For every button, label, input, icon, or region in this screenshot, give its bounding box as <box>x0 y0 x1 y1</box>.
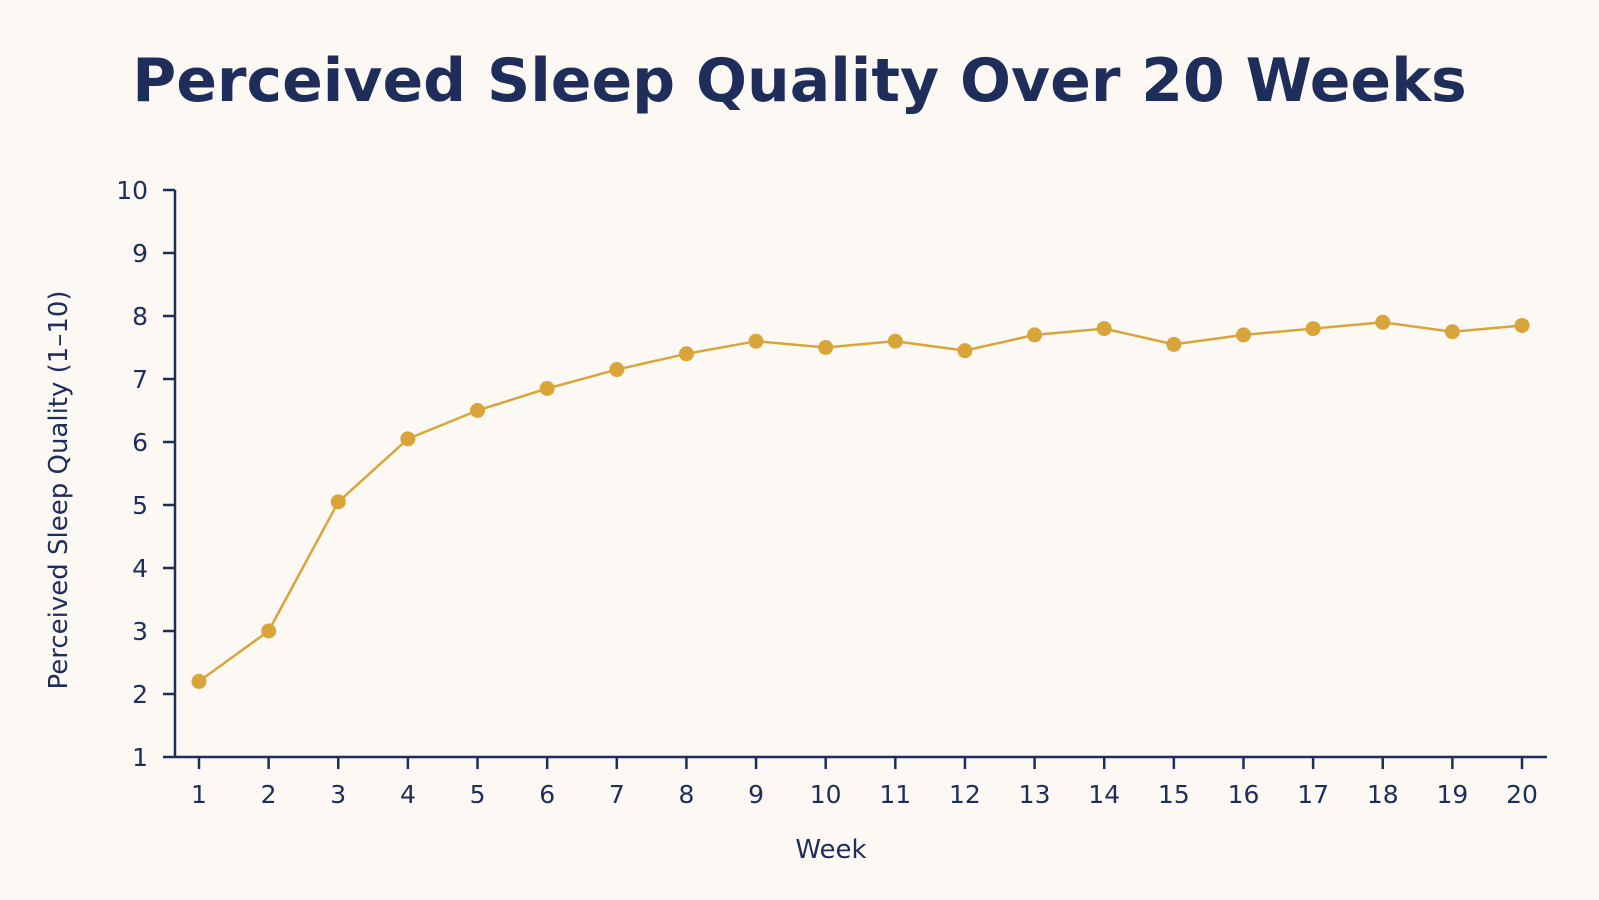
data-point <box>1027 327 1043 343</box>
y-axis-label: Perceived Sleep Quality (1–10) <box>44 290 74 689</box>
x-tick-label: 20 <box>1506 780 1538 809</box>
data-point <box>748 333 764 349</box>
x-tick-label: 3 <box>330 780 346 809</box>
x-tick-label: 15 <box>1158 780 1190 809</box>
x-tick-label: 8 <box>678 780 694 809</box>
y-tick-label: 1 <box>132 743 148 772</box>
x-tick-label: 13 <box>1019 780 1051 809</box>
y-tick-label: 6 <box>132 428 148 457</box>
x-tick-label: 7 <box>609 780 625 809</box>
data-point <box>191 673 207 689</box>
data-point <box>1305 321 1321 337</box>
data-point <box>818 340 834 355</box>
y-tick-label: 7 <box>132 365 148 394</box>
data-point <box>1166 336 1182 352</box>
x-tick-label: 12 <box>949 780 981 809</box>
x-tick-label: 2 <box>261 780 277 809</box>
x-tick-label: 4 <box>400 780 416 809</box>
y-axis: 1 2 3 4 5 6 7 8 9 10 <box>116 176 177 772</box>
chart-title: Perceived Sleep Quality Over 20 Weeks <box>132 46 1467 116</box>
x-tick-label: 9 <box>748 780 764 809</box>
data-point <box>887 333 903 349</box>
data-point <box>261 623 277 639</box>
y-tick-label: 5 <box>132 491 148 520</box>
y-tick-label: 3 <box>132 617 148 646</box>
series-layer <box>191 314 1530 689</box>
data-point <box>1514 317 1530 333</box>
data-point <box>470 403 486 418</box>
data-point <box>609 362 625 378</box>
x-tick-label: 10 <box>810 780 842 809</box>
data-point <box>957 343 973 359</box>
data-point <box>1375 314 1391 330</box>
y-tick-label: 8 <box>132 302 148 331</box>
data-point <box>678 346 694 362</box>
x-tick-label: 1 <box>191 780 207 809</box>
y-tick-label: 4 <box>132 554 148 583</box>
x-tick-label: 19 <box>1436 780 1468 809</box>
x-tick-label: 14 <box>1088 780 1120 809</box>
data-point <box>539 380 555 396</box>
x-tick-label: 5 <box>470 780 486 809</box>
x-axis-label: Week <box>795 835 866 865</box>
data-point <box>330 494 346 510</box>
x-tick-label: 11 <box>879 780 911 809</box>
data-point <box>1235 327 1251 343</box>
y-tick-label: 9 <box>132 239 148 268</box>
y-tick-label: 10 <box>116 176 148 205</box>
data-point <box>1096 321 1112 337</box>
y-tick-label: 2 <box>132 680 148 709</box>
x-tick-label: 18 <box>1367 780 1399 809</box>
x-tick-label: 17 <box>1297 780 1329 809</box>
x-tick-label: 6 <box>539 780 555 809</box>
data-point <box>1444 324 1460 340</box>
x-tick-label: 16 <box>1228 780 1260 809</box>
series-line <box>198 321 1523 683</box>
x-axis: 1 2 3 4 5 6 7 8 9 10 11 12 13 14 15 16 17 18 19 20 <box>175 755 1547 809</box>
data-point <box>400 431 416 447</box>
